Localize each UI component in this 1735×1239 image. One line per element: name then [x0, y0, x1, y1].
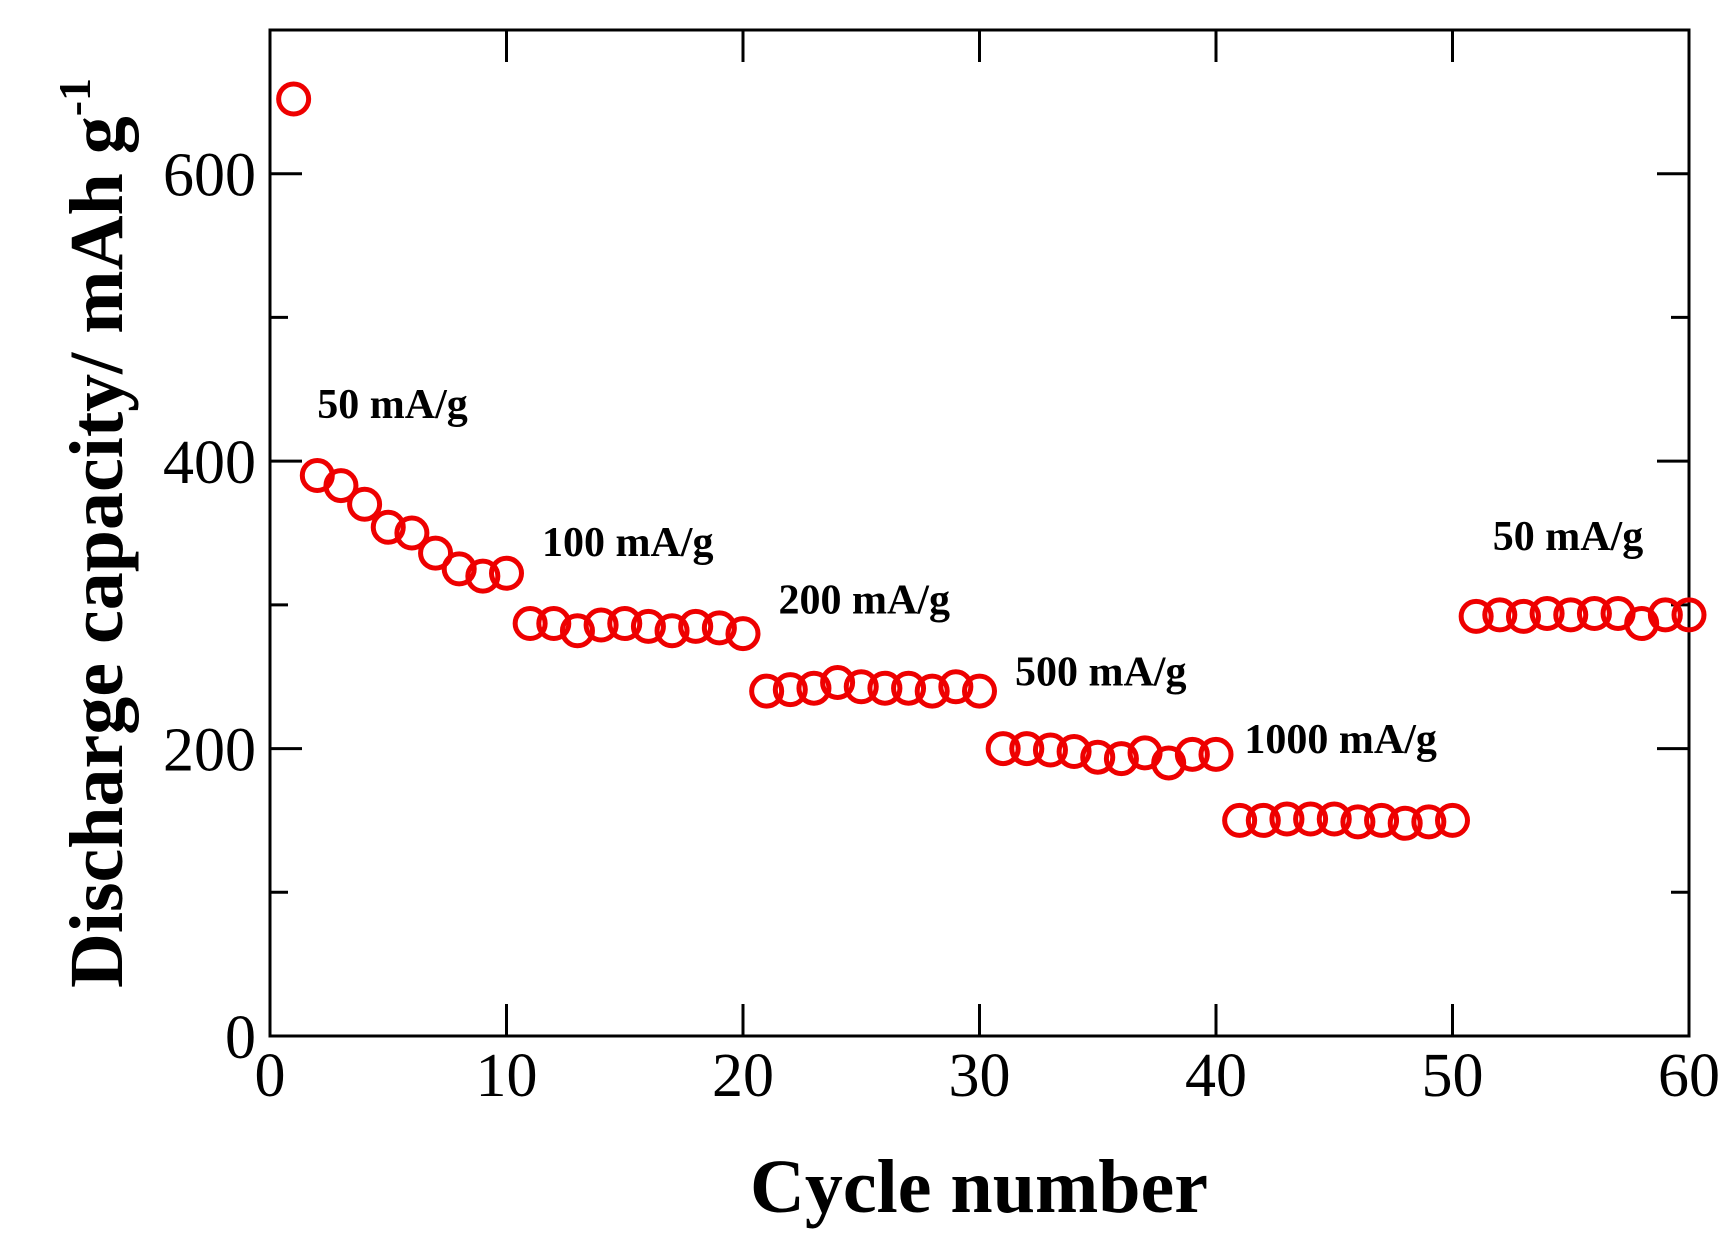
y-tick-label: 600 — [163, 142, 256, 210]
x-tick-label: 60 — [1658, 1042, 1720, 1110]
data-point — [1080, 739, 1116, 775]
data-point — [1671, 597, 1707, 633]
rate-label: 100 mA/g — [542, 520, 714, 566]
data-point — [654, 613, 690, 649]
rate-label: 1000 mA/g — [1244, 717, 1437, 763]
data-point — [418, 535, 454, 571]
x-tick-label: 0 — [255, 1042, 286, 1110]
data-point — [394, 515, 430, 551]
data-point — [1009, 731, 1045, 767]
data-point — [701, 610, 737, 646]
data-point — [749, 673, 785, 709]
data-point — [1624, 606, 1660, 642]
data-point — [962, 673, 997, 709]
data-point — [1316, 801, 1352, 837]
data-point — [1198, 736, 1234, 772]
rate-label: 500 mA/g — [1015, 649, 1187, 695]
y-tick-label: 400 — [163, 429, 256, 497]
data-point — [1269, 801, 1305, 837]
x-axis-title: Cycle number — [750, 1145, 1208, 1229]
data-point — [1505, 598, 1541, 634]
data-point — [1174, 736, 1210, 772]
data-point — [276, 81, 312, 117]
rate-label: 50 mA/g — [317, 382, 468, 428]
x-tick-label: 20 — [712, 1042, 774, 1110]
data-point — [678, 608, 714, 644]
data-point — [914, 673, 950, 709]
data-point — [1553, 597, 1589, 633]
data-point — [512, 606, 548, 642]
rate-annotations: 50 mA/g 100 mA/g 200 mA/g 500 mA/g 1000 mA/g… — [317, 382, 1643, 763]
data-point — [559, 613, 595, 649]
data-point — [1411, 804, 1447, 840]
x-tick-label: 10 — [476, 1042, 538, 1110]
data-point — [820, 664, 856, 700]
plot-frame — [268, 28, 1691, 1038]
data-point — [441, 551, 477, 587]
data-point — [583, 607, 619, 643]
x-tick-label: 30 — [949, 1042, 1011, 1110]
data-point — [1529, 595, 1565, 631]
data-point — [607, 606, 643, 642]
data-point — [536, 606, 572, 642]
data-point — [630, 608, 666, 644]
rate-label: 50 mA/g — [1493, 514, 1644, 560]
data-point — [489, 555, 524, 591]
data-point — [1151, 745, 1187, 781]
axis-ticks — [270, 30, 1689, 1036]
y-axis-title-text: Discharge capacity/ mAh g — [55, 116, 139, 988]
data-point — [1387, 805, 1423, 841]
data-points — [276, 81, 1707, 841]
data-point — [985, 731, 1021, 767]
y-tick-label: 200 — [163, 717, 256, 785]
data-point — [843, 669, 879, 705]
data-point — [938, 669, 974, 705]
y-axis-title: Discharge capacity/ mAh g-1 — [49, 78, 139, 988]
y-axis-title-superscript: -1 — [49, 78, 100, 116]
data-point — [465, 558, 501, 594]
data-point — [323, 468, 359, 504]
data-point — [1103, 741, 1139, 777]
data-point — [1458, 598, 1494, 634]
data-point — [1293, 801, 1329, 837]
data-point — [1056, 733, 1092, 769]
data-point — [1340, 804, 1376, 840]
data-point — [796, 670, 832, 706]
data-point — [347, 486, 383, 522]
x-tick-label: 40 — [1185, 1042, 1247, 1110]
data-point — [370, 509, 406, 545]
data-point — [1482, 597, 1518, 633]
data-point — [1435, 802, 1470, 838]
data-point — [1364, 802, 1400, 838]
data-point — [1647, 597, 1683, 633]
x-tick-label: 50 — [1422, 1042, 1484, 1110]
data-point — [1576, 595, 1612, 631]
data-point — [772, 672, 808, 708]
data-point — [1222, 802, 1258, 838]
rate-label: 200 mA/g — [778, 577, 950, 623]
data-point — [1032, 732, 1068, 768]
data-point — [1245, 802, 1281, 838]
data-point — [867, 670, 903, 706]
data-point — [725, 616, 761, 652]
data-point — [891, 670, 927, 706]
y-tick-label: 0 — [225, 1004, 256, 1072]
